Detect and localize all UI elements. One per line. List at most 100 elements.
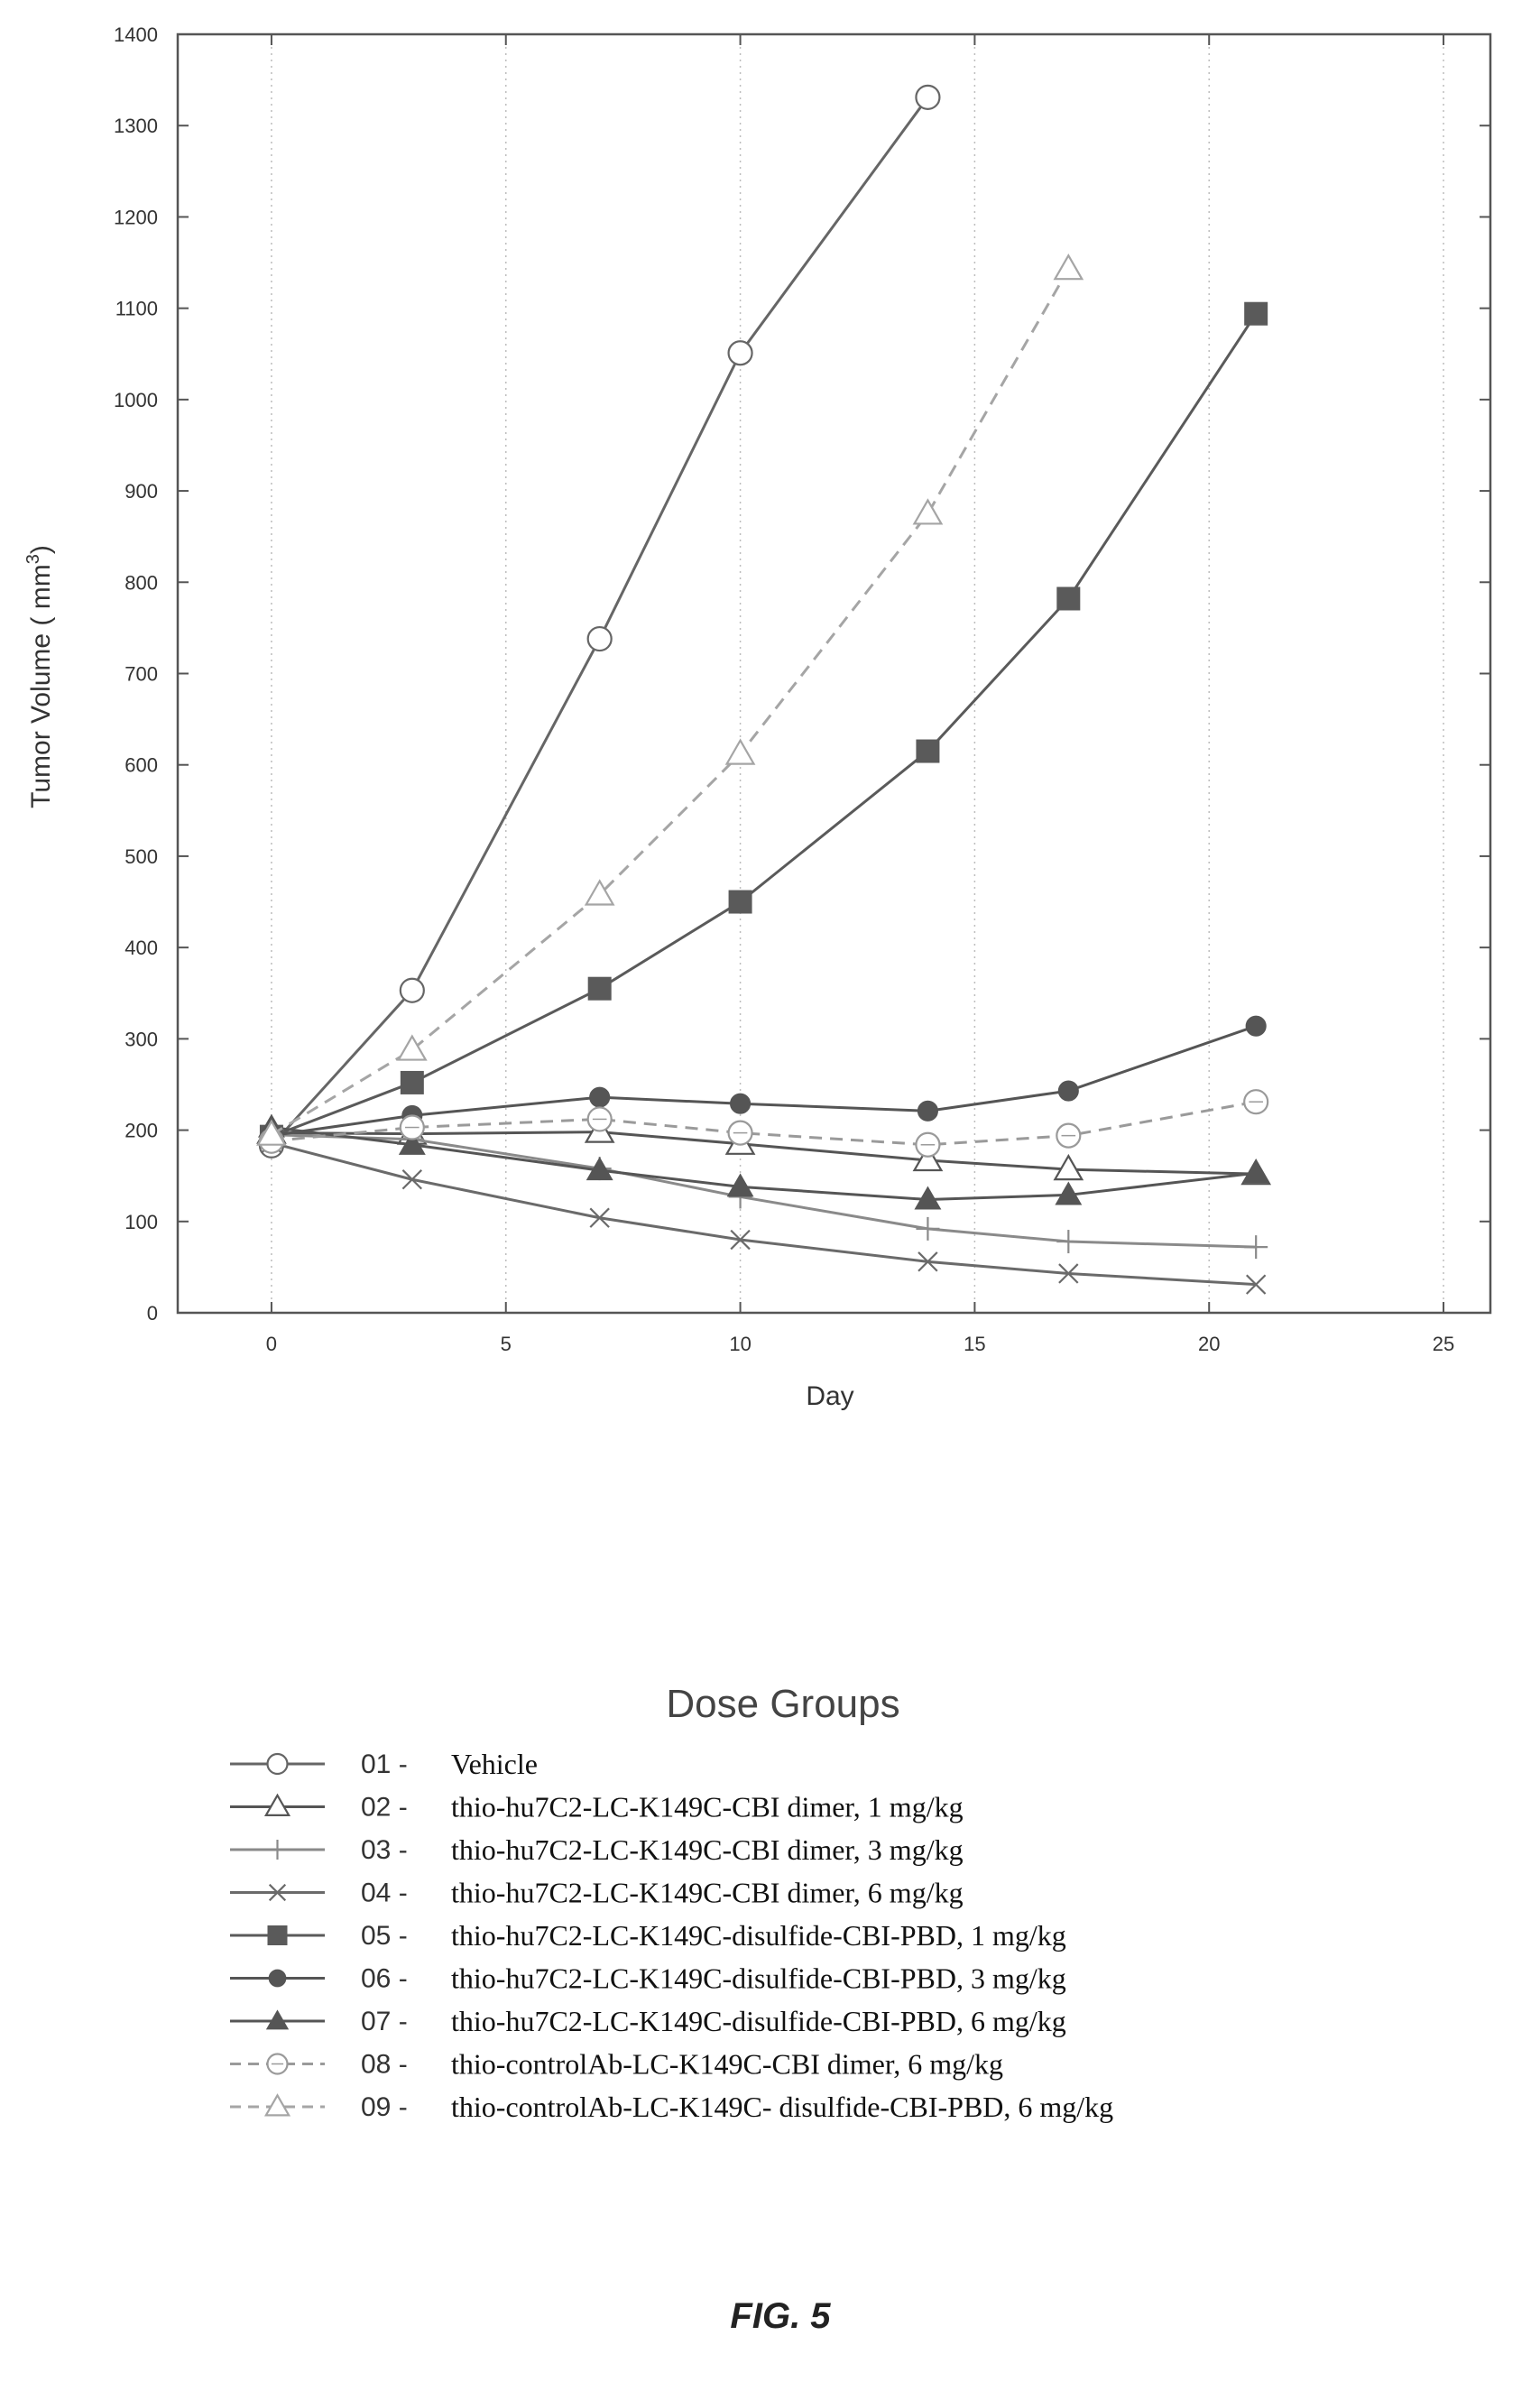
legend-code-02: 02 - bbox=[361, 1793, 408, 1823]
y-axis-label-superscript: 3 bbox=[23, 554, 43, 564]
series-04-point-5 bbox=[1058, 1263, 1079, 1284]
y-axis-label-text: Tumor Volume ( mm bbox=[26, 564, 56, 808]
series-03-point-6 bbox=[1244, 1235, 1268, 1260]
legend-swatch-marker-02 bbox=[263, 1793, 291, 1816]
legend-code-05: 05 - bbox=[361, 1921, 408, 1951]
series-04-point-2 bbox=[589, 1207, 610, 1228]
legend-label-09: thio-controlAb-LC-K149C- disulfide-CBI-P… bbox=[451, 2091, 1113, 2123]
series-06-point-5 bbox=[1057, 1080, 1079, 1102]
series-05-point-4 bbox=[916, 739, 940, 763]
series-05-point-6 bbox=[1244, 301, 1268, 326]
series-line-04 bbox=[271, 1141, 1257, 1287]
y-tick-label-600: 600 bbox=[124, 754, 158, 777]
legend-label-06: thio-hu7C2-LC-K149C-disulfide-CBI-PBD, 3… bbox=[451, 1962, 1066, 1995]
series-04-point-6 bbox=[1246, 1274, 1267, 1295]
plot-area: 0100200300400500600700800900100011001200… bbox=[114, 23, 1492, 1355]
series-08-point-3 bbox=[727, 1120, 753, 1146]
legend-label-07: thio-hu7C2-LC-K149C-disulfide-CBI-PBD, 6… bbox=[451, 2005, 1066, 2037]
series-09-point-5 bbox=[1053, 253, 1084, 281]
x-tick-label-0: 0 bbox=[266, 1333, 277, 1355]
series-09-point-4 bbox=[912, 498, 944, 525]
series-06-point-3 bbox=[730, 1093, 752, 1114]
legend-label-03: thio-hu7C2-LC-K149C-CBI dimer, 3 mg/kg bbox=[451, 1833, 964, 1866]
series-06-point-6 bbox=[1245, 1015, 1267, 1037]
y-tick-label-300: 300 bbox=[124, 1028, 158, 1050]
series-02-point-5 bbox=[1053, 1153, 1084, 1181]
series-04-point-3 bbox=[730, 1229, 751, 1251]
series-06-point-4 bbox=[917, 1100, 938, 1122]
y-tick-label-1200: 1200 bbox=[114, 206, 158, 228]
series-05-point-2 bbox=[587, 976, 612, 1001]
legend-swatch-marker-03 bbox=[267, 1840, 288, 1860]
series-01-point-3 bbox=[727, 340, 753, 366]
series-06-point-2 bbox=[589, 1086, 611, 1108]
legend-label-08: thio-controlAb-LC-K149C-CBI dimer, 6 mg/… bbox=[451, 2048, 1003, 2081]
legend-swatch-marker-06 bbox=[268, 1969, 287, 1988]
y-tick-label-400: 400 bbox=[124, 937, 158, 959]
y-tick-label-1300: 1300 bbox=[114, 115, 158, 137]
x-tick-label-10: 10 bbox=[729, 1333, 751, 1355]
legend-label-01: Vehicle bbox=[451, 1748, 538, 1780]
series-09-point-0 bbox=[256, 1119, 287, 1146]
series-line-09 bbox=[271, 268, 1070, 1136]
legend-swatch-marker-05 bbox=[267, 1925, 288, 1945]
legend-swatch-marker-09 bbox=[263, 2093, 291, 2117]
legend-code-08: 08 - bbox=[361, 2050, 408, 2080]
series-04-point-4 bbox=[918, 1251, 938, 1272]
legend-swatch-marker-07 bbox=[265, 2009, 290, 2030]
legend-swatch-marker-08 bbox=[266, 2053, 289, 2075]
y-axis-label-close: ) bbox=[26, 545, 56, 554]
y-tick-label-0: 0 bbox=[147, 1302, 158, 1325]
series-07-point-2 bbox=[586, 1157, 613, 1181]
legend-code-04: 04 - bbox=[361, 1879, 408, 1908]
series-08-point-2 bbox=[586, 1106, 613, 1132]
y-tick-label-900: 900 bbox=[124, 480, 158, 503]
legend-label-05: thio-hu7C2-LC-K149C-disulfide-CBI-PBD, 1… bbox=[451, 1919, 1066, 1952]
series-04-point-1 bbox=[401, 1169, 422, 1190]
y-tick-label-100: 100 bbox=[124, 1211, 158, 1233]
legend-label-04: thio-hu7C2-LC-K149C-CBI dimer, 6 mg/kg bbox=[451, 1877, 964, 1909]
series-08-point-5 bbox=[1056, 1122, 1082, 1149]
series-01-point-1 bbox=[399, 977, 425, 1003]
legend-swatch-marker-01 bbox=[266, 1752, 289, 1776]
legend-label-02: thio-hu7C2-LC-K149C-CBI dimer, 1 mg/kg bbox=[451, 1791, 964, 1823]
y-tick-label-1400: 1400 bbox=[114, 23, 158, 46]
series-08-point-4 bbox=[915, 1131, 941, 1158]
series-07-point-6 bbox=[1242, 1159, 1270, 1184]
legend-code-07: 07 - bbox=[361, 2007, 408, 2036]
series-07-point-3 bbox=[726, 1173, 754, 1197]
x-tick-label-20: 20 bbox=[1198, 1333, 1220, 1355]
legend-code-03: 03 - bbox=[361, 1835, 408, 1865]
series-03-point-5 bbox=[1056, 1230, 1081, 1254]
y-tick-label-500: 500 bbox=[124, 845, 158, 868]
series-01-point-2 bbox=[586, 625, 613, 652]
legend-swatch-marker-04 bbox=[268, 1883, 287, 1902]
legend: 01 - Vehicle 02 - thio-hu7C2-LC-K149C-CBI d… bbox=[230, 1748, 1113, 2123]
y-tick-label-1100: 1100 bbox=[115, 298, 158, 320]
x-axis-label: Day bbox=[806, 1381, 853, 1411]
x-tick-label-15: 15 bbox=[964, 1333, 985, 1355]
series-09-point-2 bbox=[584, 879, 615, 906]
y-tick-label-200: 200 bbox=[124, 1120, 158, 1142]
legend-code-06: 06 - bbox=[361, 1964, 408, 1994]
series-08-point-1 bbox=[399, 1114, 425, 1140]
series-09-point-1 bbox=[396, 1034, 428, 1061]
series-05-point-1 bbox=[400, 1070, 424, 1094]
legend-code-09: 09 - bbox=[361, 2092, 408, 2122]
series-02-point-4 bbox=[912, 1144, 944, 1172]
series-08-point-6 bbox=[1243, 1089, 1269, 1115]
y-tick-label-800: 800 bbox=[124, 571, 158, 594]
y-tick-label-700: 700 bbox=[124, 663, 158, 686]
x-tick-label-5: 5 bbox=[501, 1333, 512, 1355]
series-07-point-5 bbox=[1055, 1181, 1083, 1205]
series-01-point-4 bbox=[915, 84, 941, 110]
legend-title: Dose Groups bbox=[666, 1682, 899, 1726]
x-tick-label-25: 25 bbox=[1433, 1333, 1454, 1355]
series-09-point-3 bbox=[724, 738, 756, 765]
legend-code-01: 01 - bbox=[361, 1749, 408, 1779]
y-axis-label: Tumor Volume ( mm3) bbox=[23, 545, 56, 808]
y-tick-label-1000: 1000 bbox=[114, 389, 158, 411]
series-07-point-4 bbox=[914, 1186, 942, 1210]
series-05-point-5 bbox=[1056, 586, 1081, 611]
